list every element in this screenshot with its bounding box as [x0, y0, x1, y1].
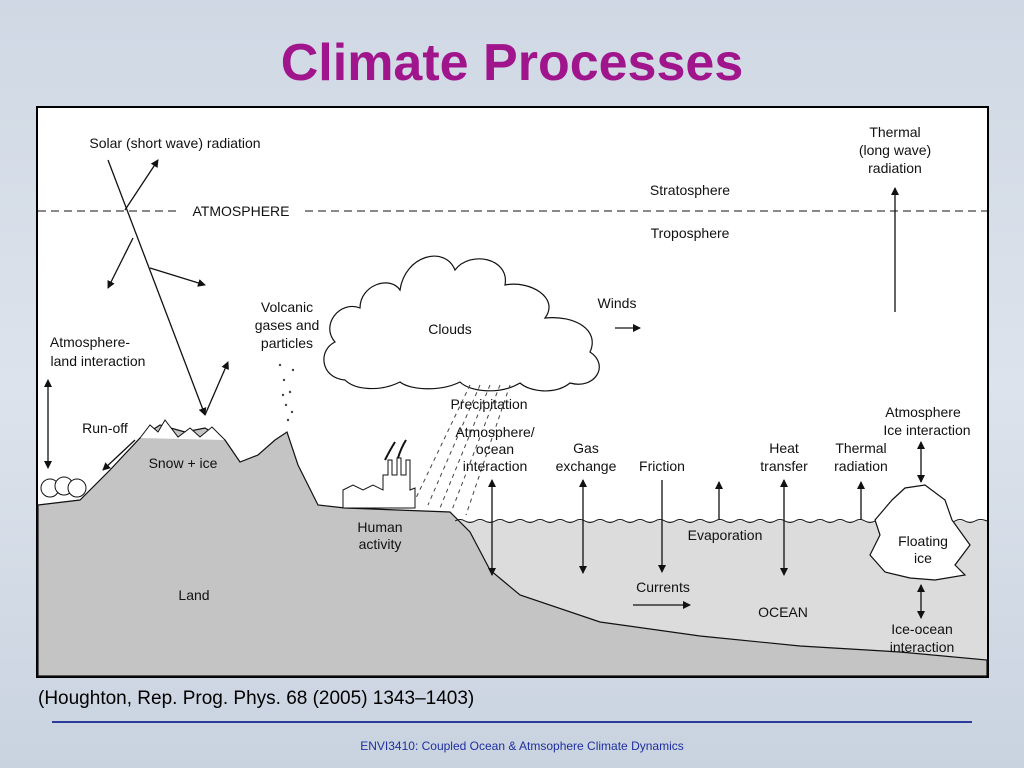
- label: Floating ice: [898, 533, 948, 566]
- label: Troposphere: [651, 225, 730, 241]
- label-line: radiation: [834, 458, 888, 474]
- label-line: particles: [261, 335, 313, 351]
- label-line: interaction: [890, 639, 955, 655]
- label: Precipitation: [450, 396, 527, 412]
- label-line: activity: [359, 536, 402, 552]
- label-line: Atmosphere/: [455, 424, 534, 440]
- label-line: Ice interaction: [883, 422, 970, 438]
- label-line: exchange: [556, 458, 617, 474]
- label-line: gases and: [255, 317, 320, 333]
- label: Run-off: [82, 420, 128, 436]
- label-line: Thermal: [835, 440, 886, 456]
- slide-title: Climate Processes: [281, 34, 744, 92]
- label: Human activity: [357, 519, 402, 552]
- label: Clouds: [428, 321, 472, 337]
- label: Land: [178, 587, 209, 603]
- label: Winds: [598, 295, 637, 311]
- label: OCEAN: [758, 604, 808, 620]
- label: Volcanic gases and particles: [255, 299, 320, 351]
- label: Evaporation: [688, 527, 763, 543]
- label: Thermal (long wave) radiation: [859, 124, 931, 176]
- label: Atmosphere/ocean interaction: [455, 424, 534, 474]
- label-line: ocean: [476, 441, 514, 457]
- diagram-labels: Solar (short wave) radiation ATMOSPHERE …: [50, 124, 971, 655]
- label-line: Thermal: [869, 124, 920, 140]
- label: Atmosphere Ice interaction: [883, 404, 970, 438]
- label-line: Floating: [898, 533, 948, 549]
- label-line: Heat: [769, 440, 799, 456]
- label: Currents: [636, 579, 690, 595]
- label: Heat transfer: [760, 440, 808, 474]
- label: Solar (short wave) radiation: [89, 135, 260, 151]
- label-line: interaction: [463, 458, 528, 474]
- label: Gas exchange: [556, 440, 617, 474]
- label: Stratosphere: [650, 182, 730, 198]
- label: Snow + ice: [149, 455, 218, 471]
- label-line: radiation: [868, 160, 922, 176]
- label: Atmosphere-land interaction: [50, 334, 146, 369]
- label-line: Human: [357, 519, 402, 535]
- label: Thermal radiation: [834, 440, 888, 474]
- label-line: Atmosphere-: [50, 334, 130, 350]
- label: Friction: [639, 458, 685, 474]
- footer: ENVI3410: Coupled Ocean & Atmsophere Cli…: [360, 739, 684, 753]
- label-line: ice: [914, 550, 932, 566]
- diagram-art: [37, 159, 988, 677]
- label-line: land interaction: [51, 353, 146, 369]
- label: ATMOSPHERE: [193, 203, 290, 219]
- label-line: Volcanic: [261, 299, 313, 315]
- citation: (Houghton, Rep. Prog. Phys. 68 (2005) 13…: [38, 688, 474, 709]
- label-line: transfer: [760, 458, 808, 474]
- label-line: Gas: [573, 440, 599, 456]
- label: Ice-ocean interaction: [890, 621, 955, 655]
- label-line: Ice-ocean: [891, 621, 952, 637]
- label-line: (long wave): [859, 142, 931, 158]
- label-line: Atmosphere: [885, 404, 961, 420]
